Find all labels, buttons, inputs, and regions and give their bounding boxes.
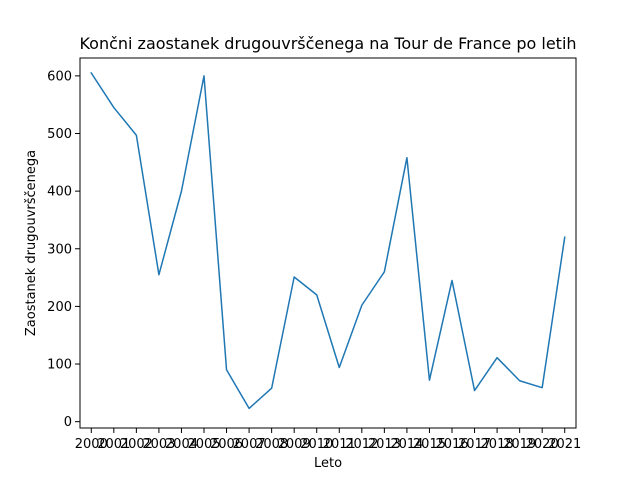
x-tick-label: 2017 — [458, 437, 491, 452]
y-tick-label: 200 — [47, 300, 72, 315]
x-tick-label: 2012 — [345, 437, 378, 452]
y-tick-label: 100 — [47, 358, 72, 373]
y-tick-label: 400 — [47, 185, 72, 200]
x-tick-label: 2009 — [278, 437, 311, 452]
x-tick-label: 2016 — [435, 437, 468, 452]
x-tick-label: 2001 — [97, 437, 130, 452]
x-tick-label: 2015 — [413, 437, 446, 452]
x-tick-label: 2006 — [210, 437, 243, 452]
y-tick-label: 500 — [47, 127, 72, 142]
x-tick-label: 2021 — [548, 437, 581, 452]
x-tick-label: 2010 — [300, 437, 333, 452]
y-tick-label: 300 — [47, 242, 72, 257]
y-axis-label: Zaostanek drugouvrščenega — [24, 150, 39, 336]
series-layer — [90, 71, 566, 410]
x-axis: 2000200120022003200420052006200720082009… — [75, 428, 581, 452]
x-tick-label: 2013 — [368, 437, 401, 452]
x-tick-label: 2004 — [165, 437, 198, 452]
x-tick-label: 2002 — [120, 437, 153, 452]
x-tick-label: 2019 — [503, 437, 536, 452]
x-tick-label: 2011 — [323, 437, 356, 452]
x-tick-label: 2000 — [75, 437, 108, 452]
plot-area: 2000200120022003200420052006200720082009… — [47, 57, 581, 452]
x-tick-label: 2003 — [142, 437, 175, 452]
x-tick-label: 2008 — [255, 437, 288, 452]
x-tick-label: 2007 — [233, 437, 266, 452]
x-tick-label: 2018 — [481, 437, 514, 452]
y-tick-label: 600 — [47, 69, 72, 84]
axes-frame — [79, 57, 577, 429]
x-axis-label: Leto — [314, 456, 342, 471]
x-tick-label: 2020 — [526, 437, 559, 452]
series-line — [90, 71, 566, 410]
x-tick-label: 2014 — [390, 437, 423, 452]
chart-title: Končni zaostanek drugouvrščenega na Tour… — [79, 34, 576, 53]
x-tick-label: 2005 — [187, 437, 220, 452]
y-axis: 0 100 200 300 400 500 600 — [47, 69, 80, 430]
y-tick-label: 0 — [64, 415, 72, 430]
